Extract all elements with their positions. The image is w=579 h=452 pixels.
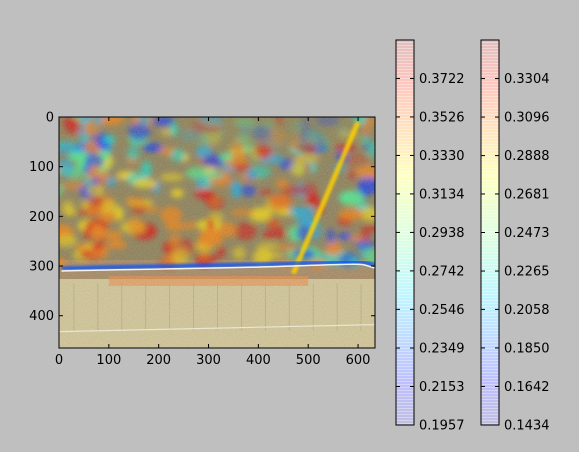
- colorbar-1-tick-label: 0.1957: [419, 419, 465, 434]
- colorbar-2-tick-label: 0.2888: [504, 149, 550, 164]
- x-tick-label: 400: [246, 353, 271, 368]
- diagonal-crack: [290, 120, 361, 275]
- y-tick-label: 400: [29, 309, 54, 324]
- colorbar-1: 0.3722 0.3526 0.3330 0.3134 0.2938 0.2742 0.25…: [395, 39, 465, 434]
- colorbar-2-tick-label: 0.2473: [504, 226, 550, 241]
- colorbar-1-tick-label: 0.2938: [419, 226, 465, 241]
- colorbar-1-tick-label: 0.3526: [419, 110, 465, 125]
- x-axis-ticks: 0 100 200 300 400 500 600: [55, 117, 371, 368]
- colorbar-2-tick-label: 0.1850: [504, 341, 550, 356]
- x-tick-label: 100: [96, 353, 121, 368]
- colorbar-1-tick-label: 0.2153: [419, 380, 465, 395]
- image-area: [59, 117, 375, 348]
- y-tick-label: 300: [29, 260, 54, 275]
- colorbar-2: 0.3304 0.3096 0.2888 0.2681 0.2473 0.2265 0.20…: [480, 39, 550, 434]
- colorbar-1-stripes: [396, 40, 414, 425]
- y-tick-label: 200: [29, 210, 54, 225]
- axes-frame: [58, 116, 376, 349]
- colorbar-2-stripes: [481, 40, 499, 425]
- colorbar-1-tick-label: 0.3330: [419, 149, 465, 164]
- colorbar-1-tick-label: 0.3722: [419, 72, 465, 87]
- colorbar-2-ticks: 0.3304 0.3096 0.2888 0.2681 0.2473 0.2265 0.20…: [481, 72, 550, 434]
- dam-crest-line: [61, 120, 375, 275]
- x-tick-label: 500: [296, 353, 321, 368]
- colorbar-1-tick-label: 0.3134: [419, 187, 465, 202]
- dam-crest-blue: [61, 259, 375, 271]
- x-tick-label: 600: [346, 353, 371, 368]
- y-axis-ticks: 0 100 200 300 400: [29, 111, 375, 324]
- colorbar-2-tick-label: 0.2265: [504, 265, 550, 280]
- colorbar-1-tick-label: 0.2349: [419, 342, 465, 357]
- x-tick-label: 300: [196, 353, 221, 368]
- y-tick-label: 0: [46, 111, 54, 126]
- colorbar-2-tick-label: 0.2058: [504, 303, 550, 318]
- dam-crest-white: [61, 263, 375, 272]
- colorbar-1-ticks: 0.3722 0.3526 0.3330 0.3134 0.2938 0.2742 0.25…: [396, 72, 465, 434]
- colorbar-1-tick-label: 0.2742: [419, 264, 465, 279]
- colorbar-2-tick-label: 0.3096: [504, 111, 550, 126]
- colorbar-2-tick-label: 0.3304: [504, 72, 550, 87]
- photo-texture: [59, 117, 375, 348]
- colorbar-2-tick-label: 0.2681: [504, 187, 550, 202]
- y-tick-label: 100: [29, 160, 54, 175]
- x-tick-label: 200: [146, 353, 171, 368]
- main-axes: 0 100 200 300 400 500 600 0 100 200 300 400: [29, 111, 376, 368]
- colorbar-2-tick-label: 0.1642: [504, 380, 550, 395]
- colorbar-1-tick-label: 0.2546: [419, 303, 465, 318]
- x-tick-label: 0: [55, 353, 63, 368]
- colorbar-2-tick-label: 0.1434: [504, 419, 550, 434]
